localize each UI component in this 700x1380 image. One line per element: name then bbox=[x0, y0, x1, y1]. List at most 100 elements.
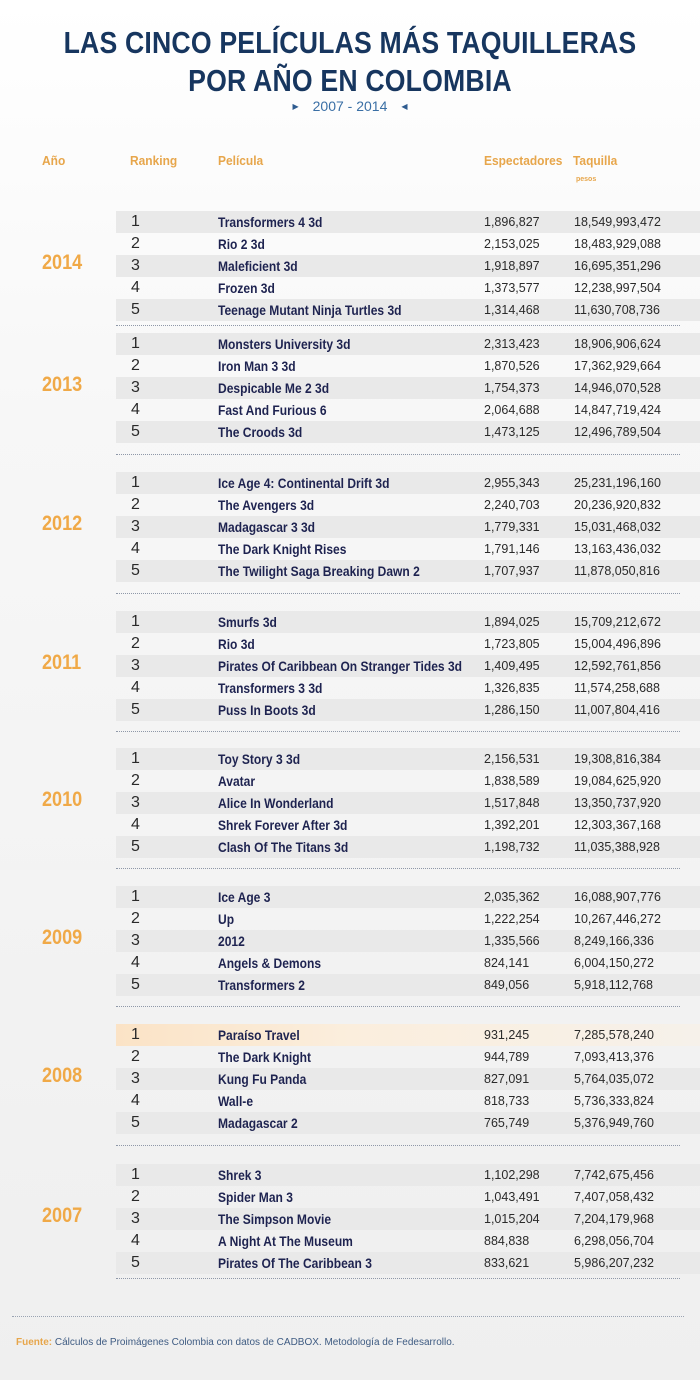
spectators-cell: 1,754,373 bbox=[484, 381, 540, 395]
boxoffice-cell: 15,004,496,896 bbox=[574, 637, 661, 651]
section-divider bbox=[116, 1145, 680, 1146]
spectators-cell: 1,222,254 bbox=[484, 912, 540, 926]
movie-cell: The Simpson Movie bbox=[218, 1211, 332, 1227]
movie-cell: The Croods 3d bbox=[218, 424, 303, 440]
rank-cell: 1 bbox=[131, 613, 140, 630]
rank-cell: 3 bbox=[131, 657, 140, 674]
table-row: 1 Monsters University 3d 2,313,423 18,906,9… bbox=[116, 333, 700, 355]
year-label: 2012 bbox=[42, 512, 83, 535]
movie-cell: Paraíso Travel bbox=[218, 1027, 300, 1043]
table-row: 3 Pirates Of Caribbean On Stranger Tides … bbox=[116, 655, 700, 677]
rank-cell: 3 bbox=[131, 257, 140, 274]
table-row: 5 The Croods 3d 1,473,125 12,496,789,504 bbox=[116, 421, 700, 443]
movie-cell: Spider Man 3 bbox=[218, 1189, 293, 1205]
table-row: 4 Fast And Furious 6 2,064,688 14,847,719,4… bbox=[116, 399, 700, 421]
movie-cell: Pirates Of Caribbean On Stranger Tides 3… bbox=[218, 658, 462, 674]
spectators-cell: 1,838,589 bbox=[484, 774, 540, 788]
section-divider bbox=[116, 868, 680, 869]
spectators-cell: 2,064,688 bbox=[484, 403, 540, 417]
movie-cell: Monsters University 3d bbox=[218, 336, 351, 352]
rank-cell: 1 bbox=[131, 213, 140, 230]
rank-cell: 3 bbox=[131, 1070, 140, 1087]
movie-cell: Transformers 3 3d bbox=[218, 680, 323, 696]
spectators-cell: 2,156,531 bbox=[484, 752, 540, 766]
spectators-cell: 1,335,566 bbox=[484, 934, 540, 948]
table-row: 1 Ice Age 3 2,035,362 16,088,907,776 bbox=[116, 886, 700, 908]
boxoffice-cell: 12,303,367,168 bbox=[574, 818, 661, 832]
table-row: 2 The Dark Knight 944,789 7,093,413,376 bbox=[116, 1046, 700, 1068]
footer-text: Cálculos de Proimágenes Colombia con dat… bbox=[52, 1337, 455, 1348]
header-movie: Película bbox=[218, 153, 264, 168]
movie-cell: Clash Of The Titans 3d bbox=[218, 839, 349, 855]
table-row: 2 The Avengers 3d 2,240,703 20,236,920,832 bbox=[116, 494, 700, 516]
movie-cell: Shrek 3 bbox=[218, 1167, 262, 1183]
boxoffice-cell: 14,946,070,528 bbox=[574, 381, 661, 395]
title-line-1: LAS CINCO PELÍCULAS MÁS TAQUILLERAS bbox=[63, 25, 637, 60]
movie-cell: A Night At The Museum bbox=[218, 1233, 353, 1249]
rank-cell: 2 bbox=[131, 1188, 140, 1205]
boxoffice-cell: 11,035,388,928 bbox=[574, 840, 660, 854]
boxoffice-cell: 7,204,179,968 bbox=[574, 1212, 654, 1226]
table-row: 2 Rio 3d 1,723,805 15,004,496,896 bbox=[116, 633, 700, 655]
year-label: 2013 bbox=[42, 373, 83, 396]
table-row: 5 Puss In Boots 3d 1,286,150 11,007,804,416 bbox=[116, 699, 700, 721]
table-row: 1 Toy Story 3 3d 2,156,531 19,308,816,384 bbox=[116, 748, 700, 770]
spectators-cell: 2,240,703 bbox=[484, 498, 540, 512]
year-label: 2007 bbox=[42, 1204, 83, 1227]
rank-cell: 3 bbox=[131, 794, 140, 811]
rank-cell: 1 bbox=[131, 474, 140, 491]
boxoffice-cell: 13,350,737,920 bbox=[574, 796, 661, 810]
rank-cell: 2 bbox=[131, 1048, 140, 1065]
table-row: 5 Pirates Of The Caribbean 3 833,621 5,986,… bbox=[116, 1252, 700, 1274]
movie-cell: Smurfs 3d bbox=[218, 614, 277, 630]
section-divider bbox=[116, 325, 680, 326]
arrow-right-icon: ▶ bbox=[292, 102, 299, 111]
rank-cell: 5 bbox=[131, 976, 140, 993]
spectators-cell: 1,198,732 bbox=[484, 840, 540, 854]
spectators-cell: 884,838 bbox=[484, 1234, 530, 1248]
table-row: 2 Iron Man 3 3d 1,870,526 17,362,929,664 bbox=[116, 355, 700, 377]
spectators-cell: 2,035,362 bbox=[484, 890, 540, 904]
rank-cell: 1 bbox=[131, 1166, 140, 1183]
rank-cell: 2 bbox=[131, 910, 140, 927]
table-row: 3 Kung Fu Panda 827,091 5,764,035,072 bbox=[116, 1068, 700, 1090]
boxoffice-cell: 25,231,196,160 bbox=[574, 476, 661, 490]
spectators-cell: 1,392,201 bbox=[484, 818, 540, 832]
movie-cell: Toy Story 3 3d bbox=[218, 751, 301, 767]
boxoffice-cell: 15,709,212,672 bbox=[574, 615, 661, 629]
rank-cell: 5 bbox=[131, 562, 140, 579]
spectators-cell: 931,245 bbox=[484, 1028, 530, 1042]
table-row: 3 Alice In Wonderland 1,517,848 13,350,737,… bbox=[116, 792, 700, 814]
boxoffice-cell: 20,236,920,832 bbox=[574, 498, 661, 512]
spectators-cell: 1,102,298 bbox=[484, 1168, 540, 1182]
boxoffice-cell: 5,376,949,760 bbox=[574, 1116, 654, 1130]
table-row: 4 Wall-e 818,733 5,736,333,824 bbox=[116, 1090, 700, 1112]
rank-cell: 2 bbox=[131, 635, 140, 652]
boxoffice-cell: 19,308,816,384 bbox=[574, 752, 661, 766]
movie-cell: Avatar bbox=[218, 773, 256, 789]
table-row: 2 Up 1,222,254 10,267,446,272 bbox=[116, 908, 700, 930]
title-line-2: POR AÑO EN COLOMBIA bbox=[188, 63, 512, 98]
rank-cell: 1 bbox=[131, 335, 140, 352]
table-row: 1 Shrek 3 1,102,298 7,742,675,456 bbox=[116, 1164, 700, 1186]
spectators-cell: 2,955,343 bbox=[484, 476, 540, 490]
table-row: 4 Transformers 3 3d 1,326,835 11,574,258,68… bbox=[116, 677, 700, 699]
movie-cell: Maleficient 3d bbox=[218, 258, 298, 274]
spectators-cell: 1,043,491 bbox=[484, 1190, 540, 1204]
rank-cell: 3 bbox=[131, 379, 140, 396]
rank-cell: 5 bbox=[131, 1114, 140, 1131]
spectators-cell: 1,409,495 bbox=[484, 659, 540, 673]
table-row: 5 Madagascar 2 765,749 5,376,949,760 bbox=[116, 1112, 700, 1134]
spectators-cell: 1,517,848 bbox=[484, 796, 540, 810]
movie-cell: Despicable Me 2 3d bbox=[218, 380, 330, 396]
rank-cell: 2 bbox=[131, 235, 140, 252]
subtitle-text: 2007 - 2014 bbox=[312, 98, 388, 114]
movie-cell: Alice In Wonderland bbox=[218, 795, 334, 811]
table-row: 4 A Night At The Museum 884,838 6,298,056,7… bbox=[116, 1230, 700, 1252]
rank-cell: 4 bbox=[131, 540, 140, 557]
boxoffice-cell: 18,483,929,088 bbox=[574, 237, 661, 251]
movie-cell: Wall-e bbox=[218, 1093, 254, 1109]
spectators-cell: 1,779,331 bbox=[484, 520, 540, 534]
spectators-cell: 1,326,835 bbox=[484, 681, 540, 695]
rank-cell: 5 bbox=[131, 838, 140, 855]
